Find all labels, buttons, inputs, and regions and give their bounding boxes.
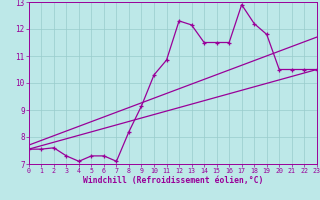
X-axis label: Windchill (Refroidissement éolien,°C): Windchill (Refroidissement éolien,°C)	[83, 176, 263, 185]
